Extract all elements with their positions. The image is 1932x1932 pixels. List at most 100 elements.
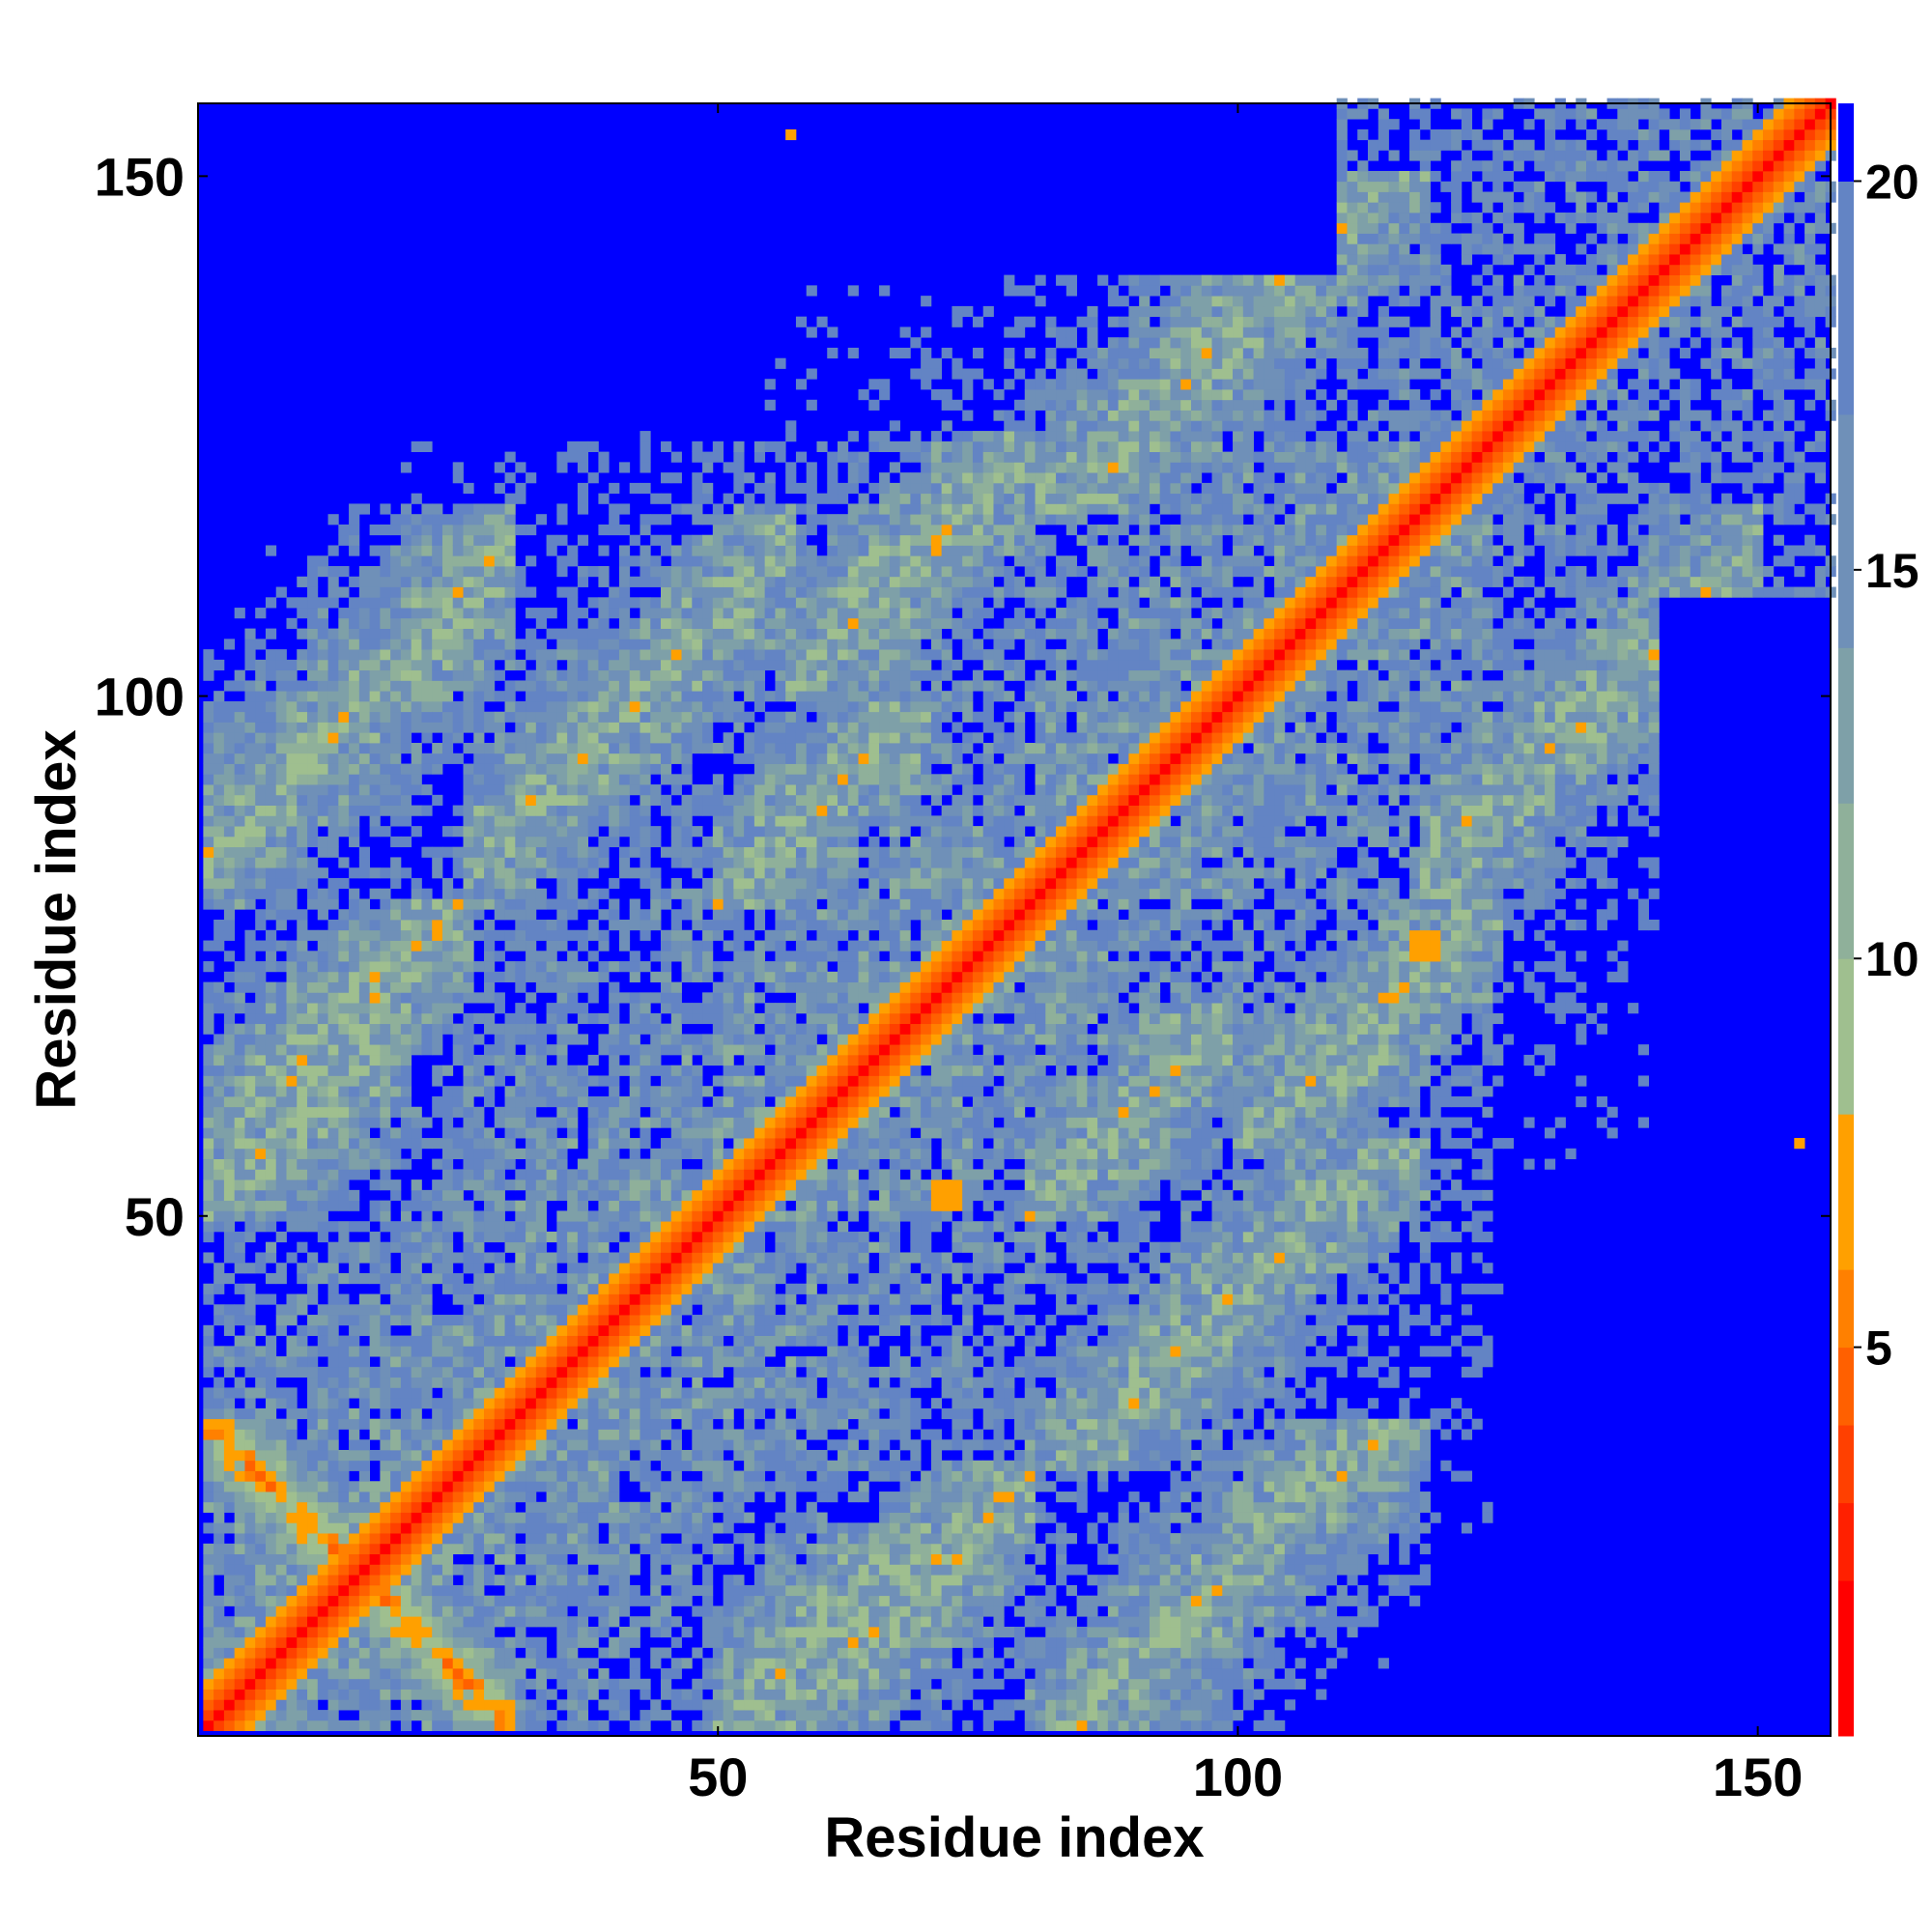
heatmap-cell	[702, 1616, 714, 1628]
heatmap-cell	[681, 1533, 693, 1545]
heatmap-cell	[307, 1492, 319, 1503]
heatmap-cell	[723, 1710, 734, 1721]
heatmap-cell	[297, 1189, 308, 1202]
heatmap-cell	[629, 649, 640, 661]
heatmap-cell	[234, 1460, 245, 1471]
heatmap-cell	[535, 1179, 547, 1191]
heatmap-cell	[338, 1272, 350, 1285]
heatmap-cell	[441, 753, 454, 764]
heatmap-cell	[650, 617, 662, 629]
heatmap-cell	[452, 1272, 464, 1285]
heatmap-cell	[650, 691, 662, 702]
heatmap-cell	[598, 1595, 610, 1606]
heatmap-cell	[307, 753, 319, 764]
heatmap-cell	[421, 545, 433, 556]
heatmap-cell	[618, 1543, 631, 1555]
heatmap-cell	[526, 1169, 537, 1180]
heatmap-cell	[504, 1095, 516, 1108]
heatmap-cell	[494, 639, 505, 650]
heatmap-cell	[400, 576, 412, 587]
heatmap-cell	[556, 836, 568, 848]
heatmap-cell	[494, 1117, 505, 1128]
heatmap-cell	[255, 774, 267, 785]
heatmap-cell	[297, 659, 308, 671]
heatmap-cell	[609, 1324, 620, 1336]
heatmap-cell	[234, 1023, 245, 1035]
heatmap-cell	[421, 1575, 433, 1586]
heatmap-cell	[234, 1034, 245, 1045]
heatmap-cell	[609, 1377, 620, 1388]
heatmap-cell	[441, 1315, 454, 1326]
heatmap-cell	[504, 826, 516, 838]
heatmap-cell	[441, 700, 454, 713]
heatmap-cell	[286, 1699, 298, 1711]
heatmap-cell	[349, 534, 360, 546]
heatmap-cell	[535, 981, 547, 993]
heatmap-cell	[712, 1095, 724, 1108]
heatmap-cell	[598, 1200, 610, 1211]
heatmap-cell	[577, 1293, 589, 1305]
heatmap-cell	[609, 1449, 620, 1462]
heatmap-cell	[411, 1668, 422, 1680]
heatmap-cell	[349, 1719, 360, 1732]
heatmap-cell	[421, 1044, 433, 1056]
heatmap-cell	[692, 1439, 703, 1451]
heatmap-cell	[535, 961, 547, 973]
heatmap-cell	[432, 909, 443, 921]
heatmap-cell	[629, 1293, 640, 1305]
heatmap-cell	[609, 1200, 620, 1211]
heatmap-cell	[556, 1719, 568, 1732]
heatmap-cell	[712, 1283, 724, 1294]
heatmap-cell	[255, 1366, 267, 1378]
heatmap-cell	[390, 1335, 402, 1347]
heatmap-cell	[661, 700, 672, 713]
heatmap-cell	[587, 929, 599, 941]
heatmap-cell	[515, 794, 526, 806]
heatmap-cell	[556, 1553, 568, 1565]
heatmap-cell	[526, 1553, 537, 1565]
heatmap-cell	[400, 1543, 412, 1555]
heatmap-cell	[275, 1418, 287, 1430]
heatmap-cell	[327, 1616, 339, 1628]
heatmap-cell	[223, 1054, 236, 1066]
heatmap-cell	[494, 1522, 505, 1534]
heatmap-cell	[286, 1501, 298, 1513]
heatmap-cell	[484, 566, 496, 578]
heatmap-cell	[358, 1241, 371, 1253]
heatmap-cell	[650, 1148, 662, 1159]
heatmap-cell	[203, 1605, 214, 1617]
heatmap-cell	[358, 1689, 371, 1700]
heatmap-cell	[681, 1595, 693, 1606]
heatmap-cell	[629, 1658, 640, 1669]
heatmap-cell	[577, 743, 589, 754]
heatmap-cell	[484, 951, 496, 962]
heatmap-cell	[670, 608, 682, 619]
heatmap-cell	[681, 815, 693, 827]
heatmap-cell	[358, 1668, 371, 1680]
heatmap-cell	[598, 700, 610, 713]
heatmap-cell	[650, 826, 662, 838]
heatmap-cell	[473, 1522, 485, 1534]
heatmap-cell	[432, 1605, 443, 1617]
heatmap-cell	[515, 846, 526, 858]
heatmap-cell	[661, 1689, 672, 1700]
heatmap-cell	[234, 815, 245, 827]
heatmap-cell	[327, 628, 339, 639]
heatmap-cell	[609, 608, 620, 619]
heatmap-cell	[421, 1470, 433, 1482]
heatmap-cell	[244, 1034, 256, 1045]
heatmap-cell	[463, 1315, 474, 1326]
heatmap-cell	[484, 1179, 496, 1191]
heatmap-cell	[421, 649, 433, 661]
heatmap-cell	[712, 1678, 724, 1690]
heatmap-cell	[265, 711, 277, 723]
heatmap-cell	[712, 576, 724, 587]
heatmap-cell	[307, 1012, 319, 1025]
heatmap-cell	[546, 1543, 557, 1555]
heatmap-cell	[380, 1595, 391, 1606]
heatmap-cell	[515, 1241, 526, 1253]
heatmap-cell	[515, 1356, 526, 1368]
heatmap-cell	[494, 1106, 505, 1118]
heatmap-cell	[421, 1231, 433, 1243]
heatmap-cell	[692, 1398, 703, 1409]
